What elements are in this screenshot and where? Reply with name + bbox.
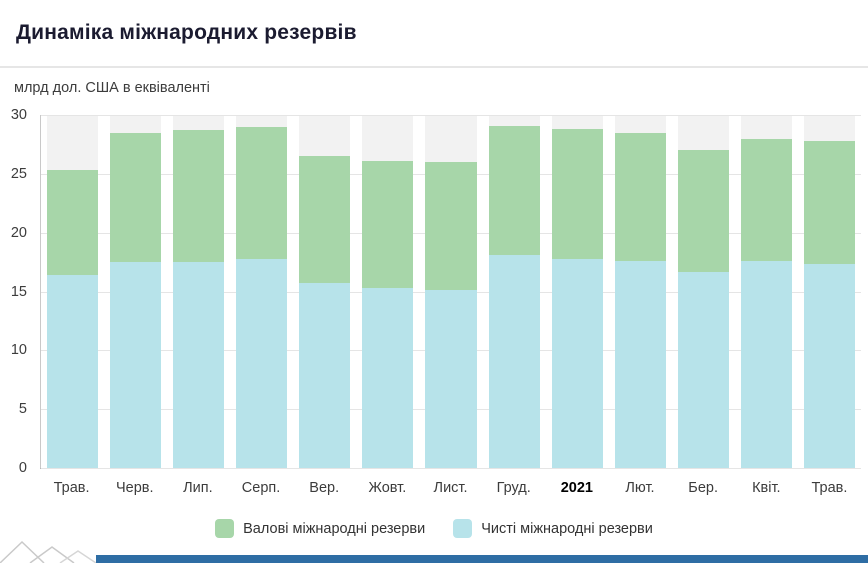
x-tick-label: Бер. bbox=[688, 480, 718, 496]
bar-net-reserves[interactable] bbox=[425, 290, 477, 468]
x-tick-label: Лип. bbox=[183, 480, 213, 496]
bar-net-reserves[interactable] bbox=[299, 283, 351, 468]
x-tick-label: Лют. bbox=[625, 480, 655, 496]
legend: Валові міжнародні резерви Чисті міжнарод… bbox=[0, 519, 868, 538]
bar-net-reserves[interactable] bbox=[488, 255, 540, 468]
y-axis-unit-label: млрд дол. США в еквіваленті bbox=[14, 80, 210, 96]
y-tick-label: 15 bbox=[10, 283, 27, 300]
x-tick-label: Трав. bbox=[53, 480, 90, 496]
legend-label-net-reserves: Чисті міжнародні резерви bbox=[481, 520, 653, 537]
bar-net-reserves[interactable] bbox=[740, 260, 792, 468]
bar-column bbox=[551, 115, 603, 468]
bar-column bbox=[362, 115, 414, 468]
legend-swatch-blue bbox=[453, 519, 473, 538]
legend-item-gross-reserves[interactable]: Валові міжнародні резерви bbox=[215, 519, 425, 538]
bar-net-reserves[interactable] bbox=[677, 271, 729, 468]
bar-column bbox=[677, 115, 729, 468]
page-header: Динаміка міжнародних резервів bbox=[0, 0, 868, 68]
columns bbox=[41, 115, 861, 468]
gridline bbox=[41, 115, 861, 116]
legend-swatch-green bbox=[215, 519, 235, 538]
chart-plot: 0 5 10 15 20 25 30 bbox=[11, 107, 861, 476]
bar-column bbox=[614, 115, 666, 468]
x-axis-labels: Трав. Черв. Лип. Серп. Вер. Жовт. Лист. Груд. 20… bbox=[40, 480, 861, 496]
page-title: Динаміка міжнародних резервів bbox=[16, 21, 357, 44]
bar-net-reserves[interactable] bbox=[614, 260, 666, 468]
x-tick-label: Черв. bbox=[115, 480, 154, 496]
footer-blue-bar bbox=[96, 555, 868, 563]
bar-column bbox=[488, 115, 540, 468]
y-tick-label: 20 bbox=[10, 224, 27, 241]
legend-label-gross-reserves: Валові міжнародні резерви bbox=[243, 520, 426, 537]
gridline bbox=[41, 468, 861, 469]
legend-item-net-reserves[interactable]: Чисті міжнародні резерви bbox=[453, 519, 653, 538]
y-tick-label: 5 bbox=[18, 401, 27, 418]
x-tick-label: Трав. bbox=[811, 480, 848, 496]
y-axis-labels: 0 5 10 15 20 25 30 bbox=[0, 107, 33, 476]
bar-column bbox=[425, 115, 477, 468]
mountains-decoration-icon bbox=[0, 540, 96, 563]
bar-column bbox=[299, 115, 351, 468]
bar-column bbox=[173, 115, 225, 468]
y-tick-label: 25 bbox=[10, 165, 27, 182]
bar-column bbox=[740, 115, 792, 468]
y-tick-label: 0 bbox=[18, 460, 27, 476]
bar-column bbox=[236, 115, 288, 468]
bar-net-reserves[interactable] bbox=[110, 262, 162, 468]
x-tick-label: Груд. bbox=[496, 480, 531, 496]
bar-column bbox=[110, 115, 162, 468]
bar-net-reserves[interactable] bbox=[551, 258, 603, 468]
x-tick-label: 2021 bbox=[560, 480, 593, 496]
x-tick-label: Серп. bbox=[241, 480, 281, 496]
bar-net-reserves[interactable] bbox=[47, 275, 99, 468]
x-tick-label: Жовт. bbox=[368, 480, 407, 496]
x-tick-label: Вер. bbox=[309, 480, 340, 496]
bar-net-reserves[interactable] bbox=[173, 262, 225, 468]
bar-net-reserves[interactable] bbox=[803, 264, 856, 468]
y-tick-label: 10 bbox=[10, 342, 27, 359]
bar-net-reserves[interactable] bbox=[362, 287, 414, 468]
bar-column bbox=[47, 115, 99, 468]
y-tick-label: 30 bbox=[10, 107, 27, 123]
x-tick-label: Лист. bbox=[433, 480, 468, 496]
bar-net-reserves[interactable] bbox=[236, 258, 288, 468]
bar-column bbox=[803, 115, 856, 468]
x-tick-label: Квіт. bbox=[752, 480, 781, 496]
